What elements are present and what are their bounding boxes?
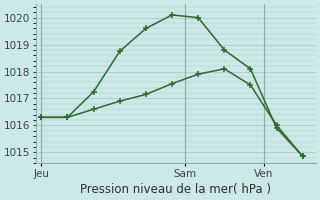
X-axis label: Pression niveau de la mer( hPa ): Pression niveau de la mer( hPa ) [80, 183, 271, 196]
